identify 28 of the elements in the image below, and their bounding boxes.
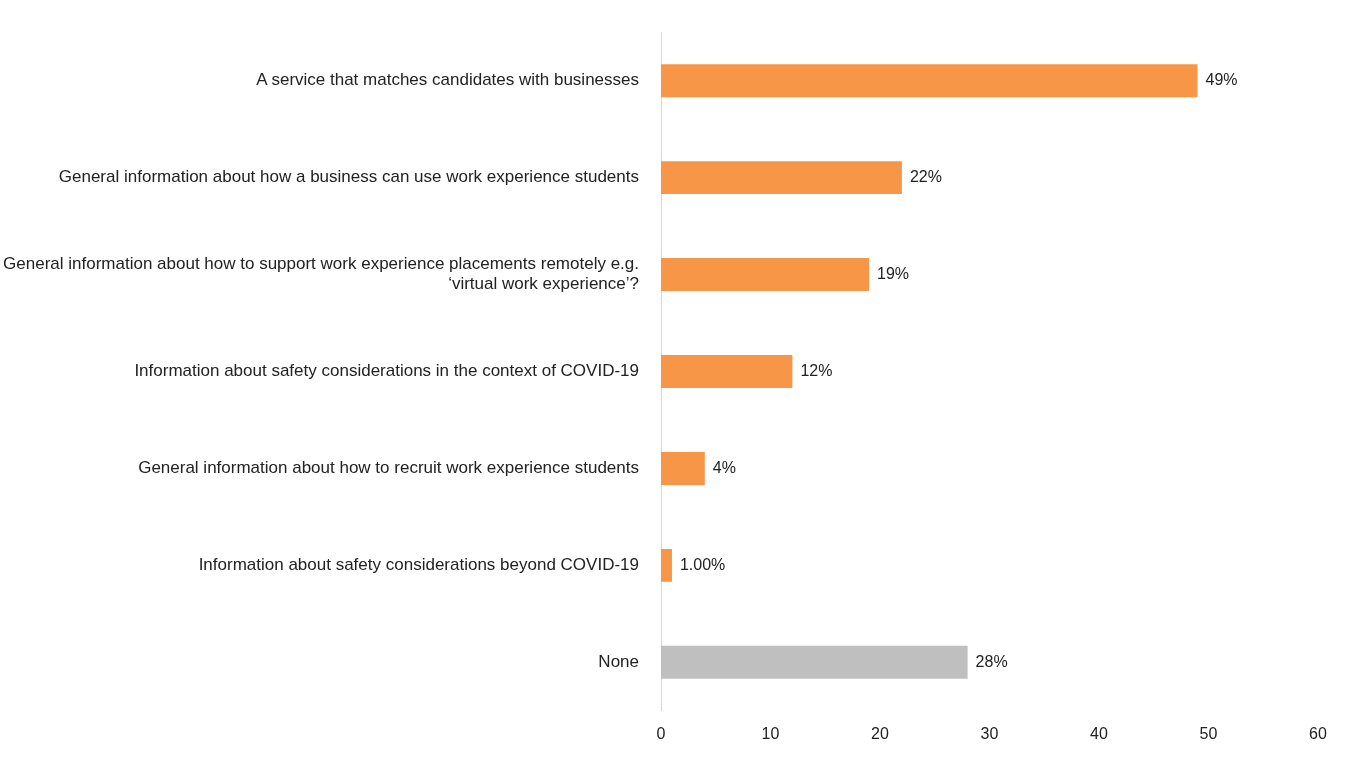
x-tick-label: 60 bbox=[1309, 724, 1327, 742]
bar bbox=[661, 64, 1198, 98]
data-label: 19% bbox=[877, 264, 910, 282]
y-tick-label: Information about safety considerations beyond COVID-19 bbox=[198, 555, 639, 575]
y-tick-label: None bbox=[598, 652, 639, 672]
bar bbox=[661, 451, 705, 485]
bar bbox=[661, 645, 968, 679]
x-tick-label: 30 bbox=[980, 724, 999, 742]
bar bbox=[661, 548, 672, 582]
data-label: 28% bbox=[975, 652, 1008, 670]
y-tick-label: General information about how a business can use work experience students bbox=[58, 167, 639, 187]
y-tick-label: A service that matches candidates with businesses bbox=[256, 70, 639, 90]
x-tick-label: 20 bbox=[871, 724, 889, 742]
data-label: 22% bbox=[909, 168, 942, 186]
y-tick-label: General information about how to recruit work experience students bbox=[138, 458, 639, 478]
data-label: 12% bbox=[800, 361, 833, 379]
y-tick-label: General information about how to support work experience placements remotely e.g. ‘virtual work experience’? bbox=[3, 254, 639, 294]
x-tick-label: 0 bbox=[656, 724, 666, 742]
x-tick-label: 40 bbox=[1090, 724, 1108, 742]
data-label: 4% bbox=[712, 458, 736, 476]
x-tick-label: 10 bbox=[761, 724, 780, 742]
data-label: 49% bbox=[1205, 71, 1238, 89]
bar bbox=[661, 161, 902, 195]
data-label: 1.00% bbox=[679, 555, 726, 573]
bar bbox=[661, 355, 793, 388]
x-tick-label: 50 bbox=[1199, 724, 1218, 742]
y-tick-label: Information about safety considerations in the context of COVID-19 bbox=[134, 361, 639, 381]
bar bbox=[661, 258, 870, 292]
